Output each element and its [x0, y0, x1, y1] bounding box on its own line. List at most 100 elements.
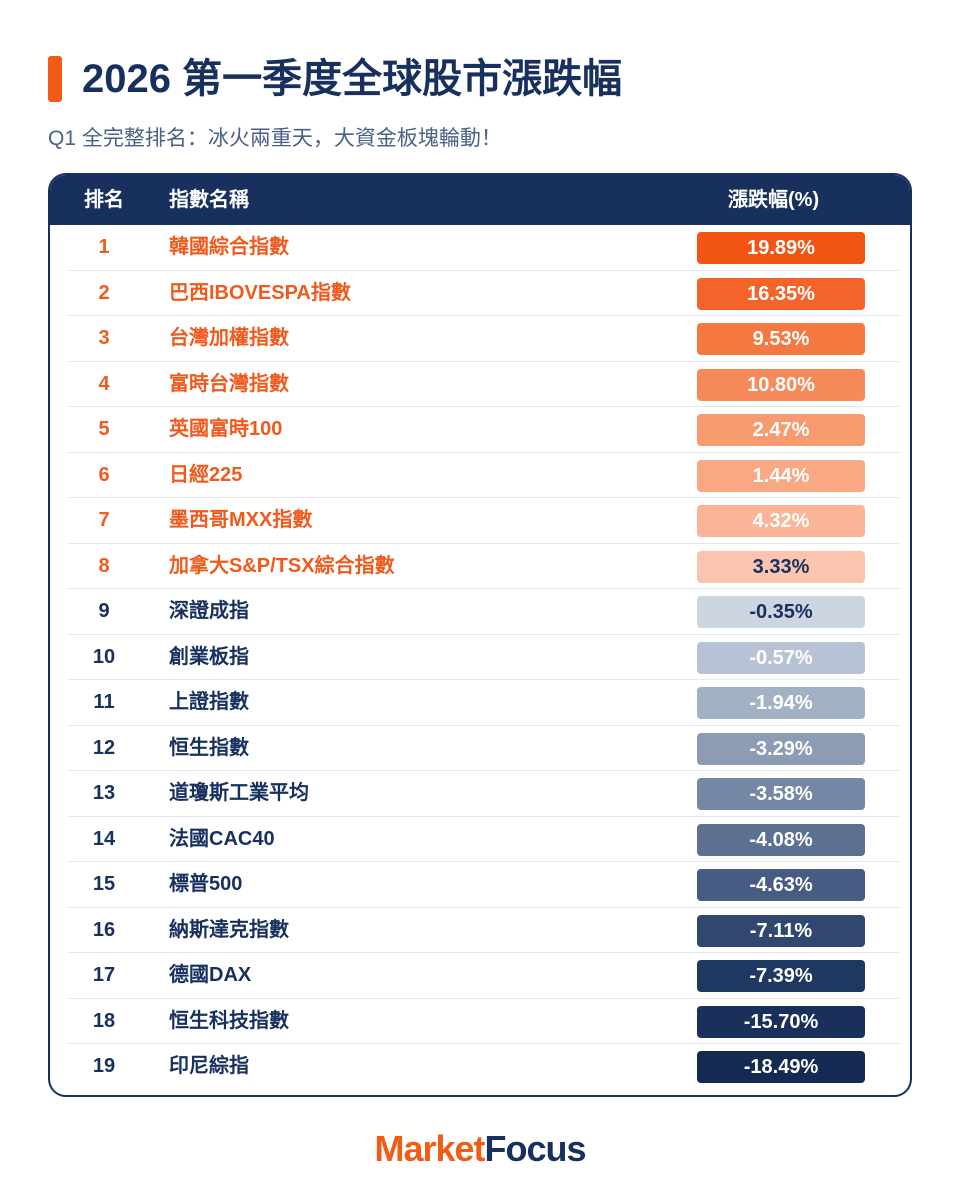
- row-rank: 8: [98, 554, 110, 577]
- row-rank: 19: [92, 1055, 116, 1077]
- row-index-name: 法國CAC40: [169, 827, 275, 850]
- row-index-name: 台灣加權指數: [169, 327, 289, 349]
- table-row: 9 深證成指 -0.35%: [68, 589, 900, 635]
- table-row: 13 道瓊斯工業平均 -3.58%: [68, 771, 900, 817]
- row-index-name: 深證成指: [169, 600, 249, 622]
- row-rank: 1: [98, 236, 110, 258]
- row-rank: 14: [92, 827, 116, 850]
- row-divider: [68, 269, 900, 271]
- table-row: 14 法國CAC40 -4.08%: [68, 817, 900, 862]
- table-row: 11 上證指數 -1.94%: [68, 680, 900, 726]
- row-index-name: 恒生科技指數: [169, 1009, 289, 1032]
- row-index-name: 納斯達克指數: [169, 918, 289, 941]
- title-accent-bar: [48, 56, 62, 102]
- row-rank: 16: [92, 918, 116, 941]
- table-row: 4 富時台灣指數 10.80%: [68, 362, 900, 407]
- row-rank: 7: [98, 509, 110, 531]
- column-header-change: 漲跌幅(%): [728, 189, 820, 211]
- table-row: 15 標普500 -4.63%: [68, 862, 900, 908]
- row-change-pill: -3.29%: [697, 732, 865, 765]
- row-rank: 6: [98, 463, 110, 486]
- row-index-name: 道瓊斯工業平均: [169, 782, 309, 804]
- row-divider: [68, 679, 900, 680]
- row-rank: 2: [98, 281, 110, 304]
- row-change-pill: -7.39%: [697, 960, 865, 992]
- row-change-pill: 19.89%: [697, 232, 865, 264]
- row-index-name: 德國DAX: [169, 964, 252, 986]
- row-divider: [68, 542, 900, 544]
- row-change-pill: 16.35%: [697, 277, 865, 310]
- row-divider: [68, 360, 900, 362]
- row-change-pill: 4.32%: [697, 505, 865, 537]
- row-divider: [68, 588, 900, 589]
- table-row: 6 日經225 1.44%: [68, 453, 900, 498]
- row-change-pill: -0.57%: [697, 641, 865, 674]
- row-index-name: 加拿大S&P/TSX綜合指數: [169, 554, 395, 577]
- row-index-name: 墨西哥MXX指數: [169, 509, 313, 531]
- row-rank: 12: [92, 736, 116, 759]
- row-rank: 9: [98, 600, 110, 622]
- row-index-name: 韓國綜合指數: [169, 236, 289, 258]
- row-change-pill: 9.53%: [697, 323, 865, 355]
- row-index-name: 上證指數: [169, 691, 249, 713]
- row-divider: [68, 315, 900, 316]
- row-divider: [68, 815, 900, 817]
- table-row: 12 恒生指數 -3.29%: [68, 726, 900, 771]
- row-rank: 18: [92, 1009, 116, 1032]
- row-change-pill: -4.08%: [697, 823, 865, 856]
- table-row: 1 韓國綜合指數 19.89%: [68, 225, 900, 271]
- logo-focus-text: Focus: [484, 1128, 587, 1169]
- row-divider: [68, 952, 900, 953]
- row-divider: [68, 406, 900, 407]
- row-index-name: 巴西IBOVESPA指數: [169, 281, 351, 304]
- row-change-pill: -18.49%: [697, 1051, 865, 1083]
- row-change-pill: 2.47%: [697, 414, 865, 446]
- row-change-pill: -15.70%: [697, 1005, 865, 1038]
- ranking-table: 排名 指數名稱 漲跌幅(%) 1 韓國綜合指數 19.89% 2 巴西IBOVESPA指…: [48, 173, 912, 1097]
- row-rank: 4: [98, 372, 110, 395]
- row-index-name: 創業板指: [169, 645, 249, 668]
- row-rank: 3: [98, 327, 110, 349]
- row-index-name: 標普500: [169, 873, 243, 895]
- row-divider: [68, 906, 900, 908]
- row-divider: [68, 770, 900, 771]
- row-index-name: 英國富時100: [169, 418, 283, 440]
- row-rank: 11: [93, 691, 115, 713]
- table-row: 2 巴西IBOVESPA指數 16.35%: [68, 271, 900, 316]
- row-change-pill: -1.94%: [697, 687, 865, 719]
- table-row: 7 墨西哥MXX指數 4.32%: [68, 498, 900, 544]
- row-rank: 10: [92, 645, 116, 668]
- row-divider: [68, 633, 900, 635]
- row-rank: 17: [92, 964, 116, 986]
- row-index-name: 富時台灣指數: [169, 372, 289, 395]
- row-divider: [68, 997, 900, 999]
- row-index-name: 日經225: [169, 463, 243, 486]
- row-divider: [68, 451, 900, 453]
- logo-market-text: Market: [374, 1128, 485, 1169]
- table-row: 18 恒生科技指數 -15.70%: [68, 999, 900, 1044]
- row-change-pill: -4.63%: [697, 869, 865, 901]
- row-change-pill: -0.35%: [697, 596, 865, 628]
- row-change-pill: 10.80%: [697, 368, 865, 401]
- row-rank: 15: [92, 873, 116, 895]
- page-title: 2026 第一季度全球股市漲跌幅: [82, 57, 623, 101]
- table-row: 8 加拿大S&P/TSX綜合指數 3.33%: [68, 544, 900, 589]
- row-change-pill: 1.44%: [697, 459, 865, 492]
- row-index-name: 恒生指數: [169, 736, 249, 759]
- row-change-pill: -3.58%: [697, 778, 865, 810]
- table-row: 5 英國富時100 2.47%: [68, 407, 900, 453]
- row-divider: [68, 861, 900, 862]
- table-row: 3 台灣加權指數 9.53%: [68, 316, 900, 362]
- column-header-rank: 排名: [84, 189, 124, 211]
- row-divider: [68, 1043, 900, 1044]
- row-divider: [68, 497, 900, 498]
- table-row: 10 創業板指 -0.57%: [68, 635, 900, 680]
- row-change-pill: -7.11%: [697, 914, 865, 947]
- table-row: 17 德國DAX -7.39%: [68, 953, 900, 999]
- row-rank: 13: [92, 782, 116, 804]
- column-header-name: 指數名稱: [169, 189, 249, 211]
- table-header: 排名 指數名稱 漲跌幅(%): [50, 175, 910, 225]
- table-row: 19 印尼綜指 -18.49%: [68, 1044, 900, 1090]
- page-subtitle: Q1 全完整排名：冰火兩重天，大資金板塊輪動！: [48, 127, 502, 150]
- row-divider: [68, 724, 900, 726]
